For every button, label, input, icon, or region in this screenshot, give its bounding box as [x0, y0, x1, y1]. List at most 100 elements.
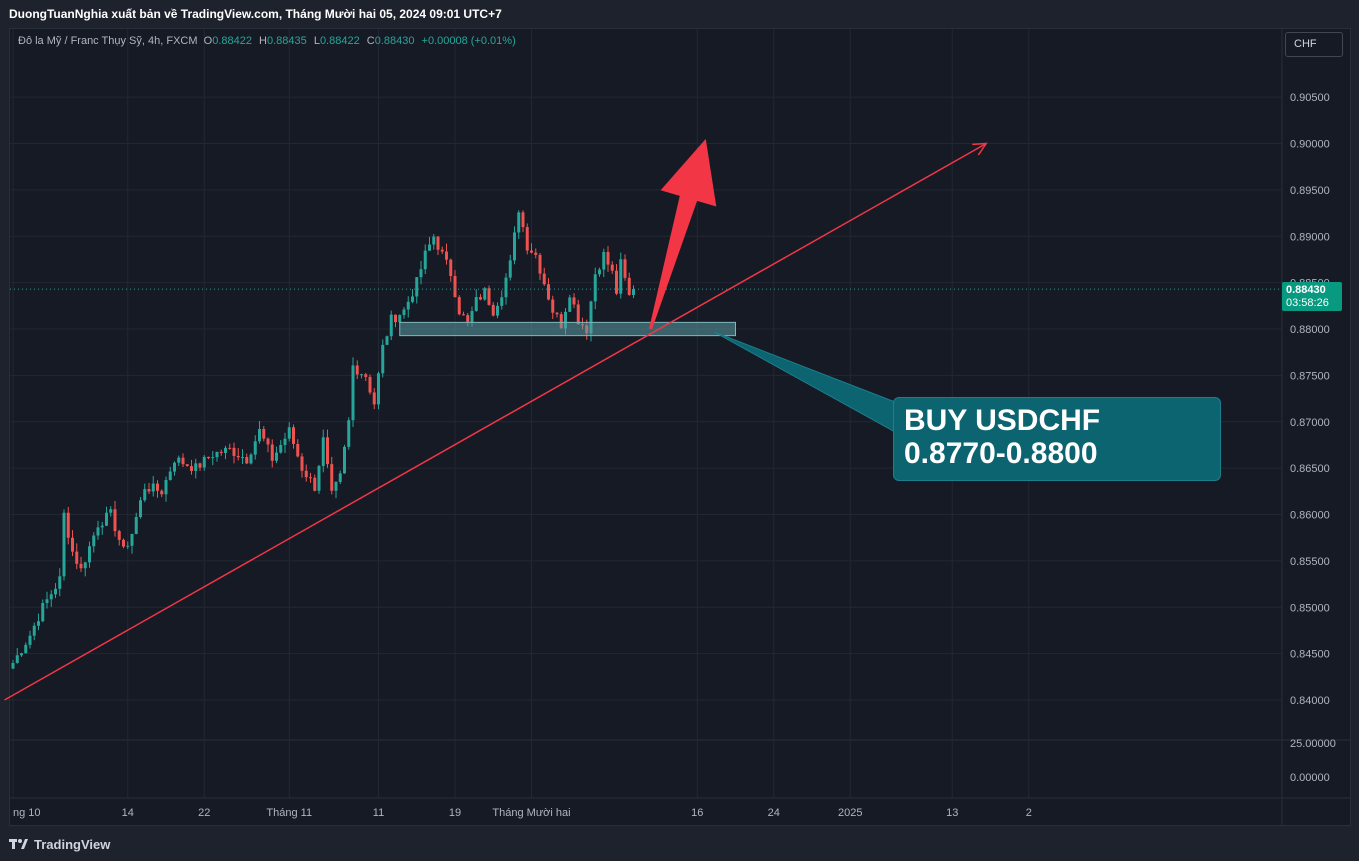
candle: [474, 289, 478, 312]
candle: [598, 267, 601, 277]
candle-body: [338, 473, 342, 482]
candle: [377, 371, 380, 410]
candle-body: [462, 314, 465, 316]
candle: [202, 455, 206, 471]
currency-button[interactable]: CHF: [1285, 32, 1343, 57]
candle: [62, 509, 66, 581]
y-tick-label: 0.85000: [1290, 602, 1330, 614]
candle-body: [589, 301, 593, 334]
candle: [317, 464, 321, 494]
y-tick-label: 0.84000: [1290, 695, 1330, 707]
candle-body: [96, 527, 100, 536]
candle: [394, 314, 397, 328]
candle: [627, 272, 631, 296]
candle: [372, 388, 376, 410]
candle-body: [411, 296, 414, 302]
candle-body: [415, 277, 419, 297]
candle-body: [224, 447, 227, 453]
publisher-bar: DuongTuanNghia xuất bản về TradingView.c…: [0, 0, 1359, 28]
candle-body: [109, 509, 113, 513]
candle: [173, 461, 176, 476]
callout-line-2: 0.8770-0.8800: [904, 437, 1098, 470]
candle: [100, 521, 104, 535]
candle: [28, 630, 32, 649]
buy-callout[interactable]: BUY USDCHF 0.8770-0.8800: [893, 397, 1221, 481]
candle: [113, 501, 117, 537]
candle-body: [568, 297, 572, 312]
candle: [436, 236, 440, 255]
footer[interactable]: TradingView: [9, 834, 110, 854]
candle: [313, 474, 317, 492]
candle-body: [525, 227, 529, 251]
candle-body: [321, 437, 325, 467]
x-tick-label: 16: [691, 807, 703, 819]
grid-lines: [10, 29, 1350, 825]
candle-body: [351, 365, 355, 421]
candle-body: [292, 427, 295, 444]
candle-body: [453, 275, 457, 298]
candle: [224, 445, 227, 460]
candle: [415, 277, 419, 304]
candle: [538, 253, 542, 281]
candle-body: [330, 464, 334, 491]
candle-body: [398, 315, 402, 323]
symbol-legend[interactable]: Đô la Mỹ / Franc Thụy Sỹ, 4h, FXCM O0.88…: [18, 35, 520, 47]
tradingview-logo-icon[interactable]: [9, 838, 29, 850]
candle-body: [428, 244, 431, 251]
candle: [389, 310, 393, 341]
candle: [232, 442, 236, 464]
candle-body: [449, 259, 453, 276]
candle: [402, 306, 406, 319]
candle: [11, 660, 15, 670]
candle: [181, 453, 185, 467]
candle: [568, 294, 572, 313]
candle-body: [474, 297, 478, 311]
candle-body: [134, 517, 138, 534]
candle: [15, 647, 19, 664]
candle-body: [232, 447, 236, 456]
candles: [11, 210, 635, 670]
candle: [177, 455, 181, 467]
candle-body: [100, 525, 104, 528]
y-tick-label: 0.86500: [1290, 463, 1330, 475]
price-axis: 0.905000.900000.895000.890000.885000.880…: [1290, 92, 1336, 784]
candle-body: [445, 251, 448, 260]
candle-body: [487, 288, 491, 305]
candle-body: [49, 594, 53, 600]
candle-body: [66, 512, 70, 538]
candle: [211, 451, 215, 466]
candle: [270, 439, 274, 468]
candle: [398, 314, 402, 323]
candle: [368, 374, 372, 395]
candle: [105, 506, 108, 527]
candle: [109, 506, 113, 517]
open-label: O: [203, 35, 213, 47]
candle-body: [185, 464, 189, 467]
candle: [440, 246, 444, 255]
candle-body: [360, 374, 363, 376]
symbol-name[interactable]: Đô la Mỹ / Franc Thụy Sỹ, 4h, FXCM: [18, 35, 198, 47]
candle-body: [551, 299, 555, 313]
candle: [194, 458, 198, 479]
candle-body: [627, 277, 631, 295]
candle-body: [88, 546, 91, 563]
candle: [215, 451, 219, 462]
candle: [610, 261, 614, 274]
y-tick-label: 0.86000: [1290, 510, 1330, 522]
candle: [445, 243, 448, 265]
candle-body: [245, 457, 249, 464]
candle-body: [54, 588, 57, 595]
candle: [551, 295, 555, 320]
candle: [37, 613, 40, 631]
y-tick-label: 0.90000: [1290, 139, 1330, 151]
tradingview-brand[interactable]: TradingView: [34, 836, 111, 852]
candle-body: [542, 273, 546, 285]
candle: [411, 289, 414, 304]
drawings: [4, 138, 1282, 701]
candle: [287, 422, 291, 442]
candle-body: [105, 512, 108, 526]
candle-body: [181, 457, 185, 465]
candle-body: [215, 451, 219, 458]
